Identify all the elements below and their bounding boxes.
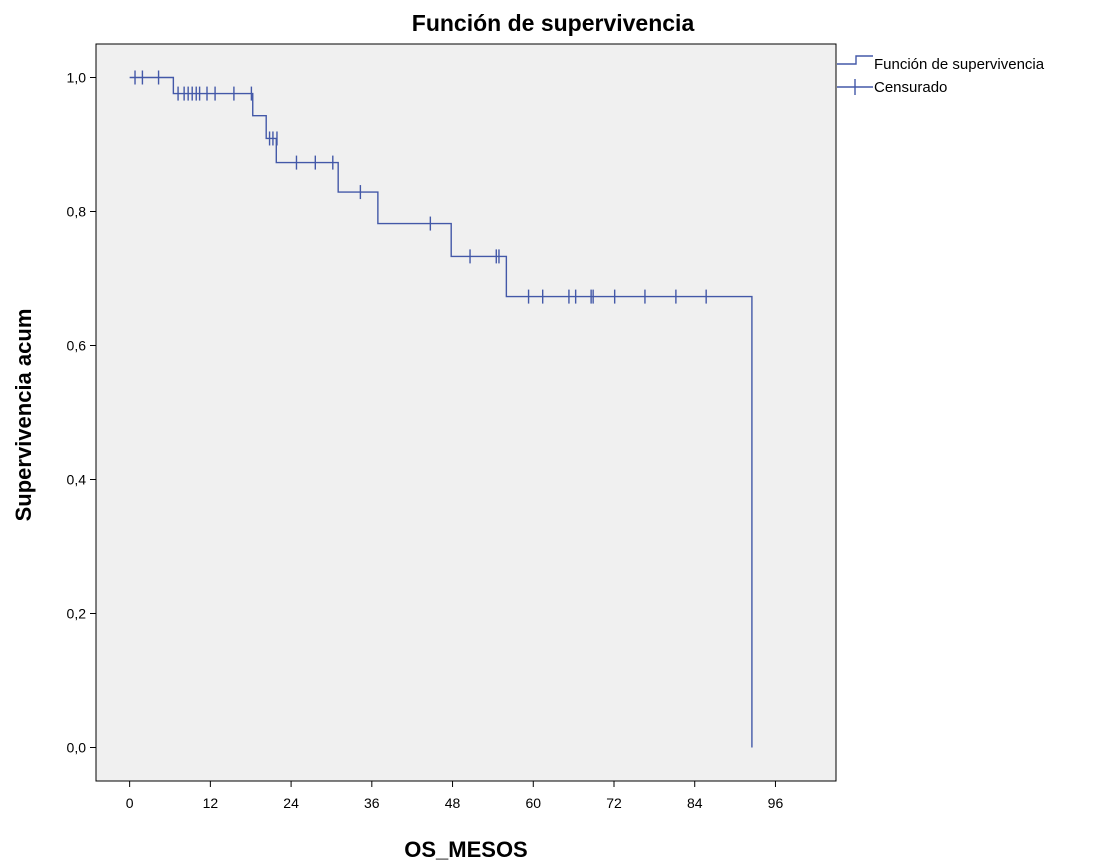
y-tick-label: 0,4 bbox=[67, 472, 87, 488]
x-tick-label: 12 bbox=[203, 795, 219, 811]
chart-title: Función de supervivencia bbox=[412, 10, 695, 36]
x-tick-label: 48 bbox=[445, 795, 461, 811]
legend: Función de supervivencia Censurado bbox=[837, 55, 1045, 96]
x-tick-label: 72 bbox=[606, 795, 622, 811]
y-axis: 0,0 0,2 0,4 0,6 0,8 1,0 bbox=[67, 70, 96, 756]
y-tick-label: 0,0 bbox=[67, 740, 87, 756]
x-axis: 0 12 24 36 48 60 72 84 96 bbox=[126, 781, 784, 811]
plot-background bbox=[95, 43, 837, 782]
legend-step-symbol bbox=[837, 55, 873, 65]
x-tick-label: 24 bbox=[283, 795, 299, 811]
x-tick-label: 96 bbox=[768, 795, 784, 811]
x-tick-label: 36 bbox=[364, 795, 380, 811]
y-tick-label: 1,0 bbox=[67, 70, 87, 86]
survival-curve bbox=[129, 76, 753, 748]
y-tick-label: 0,2 bbox=[67, 606, 87, 622]
legend-censor-symbol bbox=[837, 79, 873, 95]
y-axis-title: Supervivencia acum bbox=[11, 309, 36, 522]
x-axis-title: OS_MESOS bbox=[404, 837, 527, 862]
legend-label-survival: Función de supervivencia bbox=[874, 56, 1045, 73]
y-tick-label: 0,8 bbox=[67, 204, 87, 220]
x-tick-label: 84 bbox=[687, 795, 703, 811]
y-tick-label: 0,6 bbox=[67, 338, 87, 354]
legend-label-censored: Censurado bbox=[874, 79, 947, 96]
x-tick-label: 60 bbox=[525, 795, 541, 811]
censor-marks bbox=[134, 70, 707, 304]
x-tick-label: 0 bbox=[126, 795, 134, 811]
